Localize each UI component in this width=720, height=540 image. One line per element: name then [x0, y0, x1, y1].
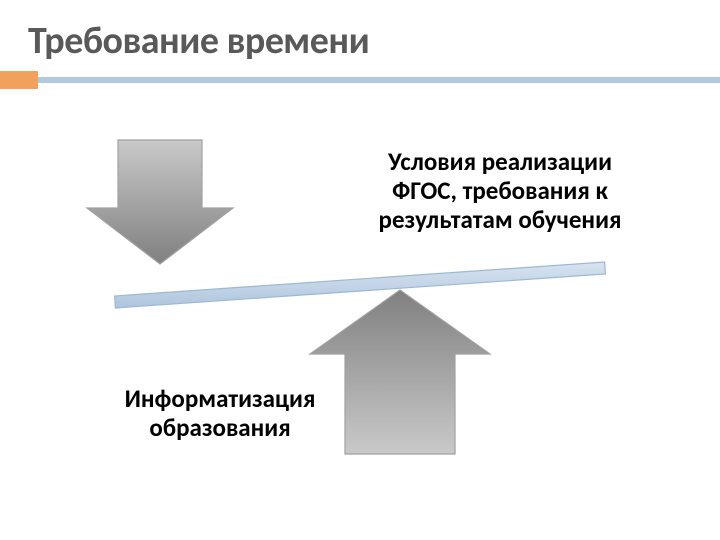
slide: Требование времени Условия реализацииФГО… — [0, 0, 720, 540]
text-bottom: Информатизацияобразования — [90, 385, 350, 443]
seesaw-bar — [0, 0, 720, 540]
text-top: Условия реализацииФГОС, требования крезу… — [335, 148, 665, 234]
